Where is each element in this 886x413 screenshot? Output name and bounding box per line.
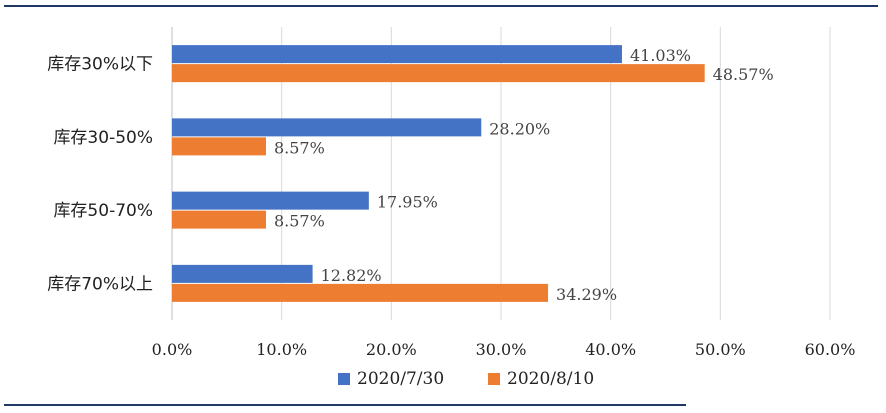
data-label: 8.57% (274, 212, 325, 231)
legend-entry: 2020/8/10 (507, 369, 594, 389)
bar-series-2 (172, 137, 266, 156)
data-label: 41.03% (630, 46, 691, 65)
data-label: 12.82% (321, 266, 382, 285)
category-label: 库存70%以上 (47, 274, 153, 294)
bar-series-1 (172, 45, 622, 64)
legend-swatch (488, 373, 500, 385)
x-tick-label: 10.0% (256, 340, 307, 359)
x-tick-label: 30.0% (476, 340, 527, 359)
x-tick-label: 60.0% (805, 340, 856, 359)
category-label: 库存30%以下 (47, 55, 153, 75)
legend-entry: 2020/7/30 (357, 369, 444, 389)
x-tick-label: 20.0% (366, 340, 417, 359)
data-label: 8.57% (274, 138, 325, 157)
x-tick-label: 0.0% (152, 340, 193, 359)
bar-series-2 (172, 283, 549, 302)
data-label: 28.20% (489, 119, 550, 138)
category-label: 库存30-50% (53, 128, 153, 148)
data-label: 34.29% (556, 285, 617, 304)
bar-series-2 (172, 210, 266, 229)
bar-series-1 (172, 118, 482, 137)
bottom-rule (4, 404, 686, 406)
bar-series-2 (172, 64, 705, 83)
top-rule (4, 5, 878, 7)
data-label: 48.57% (713, 65, 774, 84)
bar-series-1 (172, 264, 313, 283)
bar-series-1 (172, 191, 369, 210)
x-tick-label: 40.0% (585, 340, 636, 359)
legend-swatch (338, 373, 350, 385)
category-label: 库存50-70% (53, 201, 153, 221)
data-label: 17.95% (377, 193, 438, 212)
x-tick-label: 50.0% (695, 340, 746, 359)
